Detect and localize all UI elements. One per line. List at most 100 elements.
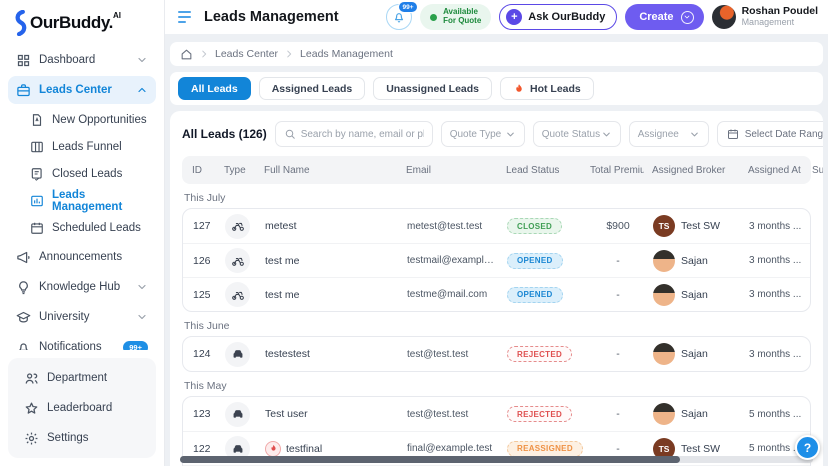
calendar-icon xyxy=(30,221,44,235)
sidebar-item-knowledge-hub[interactable]: Knowledge Hub xyxy=(8,273,156,301)
grid-icon xyxy=(16,53,31,68)
breadcrumb: Leads Center Leads Management xyxy=(170,42,823,66)
top-bar-actions: 99+ Available For Quote + Ask OurBuddy Cr… xyxy=(386,1,818,30)
column-assigned-at: Assigned At xyxy=(748,164,801,176)
horizontal-scrollbar[interactable] xyxy=(180,456,813,463)
menu-toggle-icon[interactable] xyxy=(175,8,194,27)
lead-name: metest xyxy=(265,220,297,232)
total-premium-value: - xyxy=(616,408,620,420)
table-row[interactable]: 126 test me testmail@example.t... OPENED… xyxy=(183,243,810,277)
bell-badge: 99+ xyxy=(398,1,419,13)
lead-email: metest@test.test xyxy=(407,220,483,232)
search-input[interactable] xyxy=(300,128,424,140)
submitted-at-value: M xyxy=(805,409,810,420)
brand-name: OurBuddy. xyxy=(30,13,113,32)
lead-id: 125 xyxy=(193,288,211,301)
lead-status-badge: REJECTED xyxy=(507,406,573,422)
table-row[interactable]: 124 testestest test@test.test REJECTED -… xyxy=(183,337,810,371)
user-menu[interactable]: Roshan Poudel Management xyxy=(711,5,818,29)
sidebar-item-university[interactable]: University xyxy=(8,303,156,331)
chevron-down-icon xyxy=(601,129,612,140)
table-row[interactable]: 127 metest metest@test.test CLOSED $900 … xyxy=(183,209,810,243)
assignee-select[interactable]: Assignee xyxy=(628,121,709,147)
page-title: Leads Management xyxy=(204,9,339,25)
sidebar-item-scheduled-leads[interactable]: Scheduled Leads xyxy=(24,214,156,241)
breadcrumb-leads-management: Leads Management xyxy=(300,48,393,60)
sidebar-item-leads-management[interactable]: Leads Management xyxy=(24,187,156,214)
broker-avatar xyxy=(653,249,675,272)
main-column: Leads Management 99+ Available For Quote … xyxy=(165,0,828,466)
sidebar-item-new-opportunities[interactable]: New Opportunities xyxy=(24,106,156,133)
lead-email: test@test.test xyxy=(407,348,469,360)
breadcrumb-leads-center[interactable]: Leads Center xyxy=(215,48,279,60)
broker-name: Sajan xyxy=(681,348,708,360)
quote-type-select[interactable]: Quote Type xyxy=(440,121,525,147)
sidebar-item-closed-leads[interactable]: Closed Leads xyxy=(24,160,156,187)
sidebar-item-leads-center[interactable]: Leads Center xyxy=(8,76,156,104)
hot-lead-icon xyxy=(265,440,281,457)
create-label: Create xyxy=(639,11,674,23)
help-button[interactable]: ? xyxy=(795,435,820,460)
table-row[interactable]: 123 Test user test@test.test REJECTED - … xyxy=(183,397,810,431)
help-label: ? xyxy=(803,440,812,455)
sidebar-item-settings[interactable]: Settings xyxy=(16,424,148,452)
sidebar-footer: Department Leaderboard Settings xyxy=(8,358,156,458)
broker-avatar xyxy=(653,403,675,425)
create-button[interactable]: Create xyxy=(625,4,704,30)
tab-unassigned-leads[interactable]: Unassigned Leads xyxy=(373,77,492,100)
submitted-at-value: - xyxy=(805,289,810,300)
sidebar-item-label: Dashboard xyxy=(39,54,96,66)
sidebar-item-announcements[interactable]: Announcements xyxy=(8,243,156,271)
sidebar-item-label: University xyxy=(39,311,90,323)
leads-tabs: All Leads Assigned Leads Unassigned Lead… xyxy=(170,72,823,105)
notifications-bell-button[interactable]: 99+ xyxy=(386,1,419,30)
sidebar-item-label: Knowledge Hub xyxy=(39,281,121,293)
lead-status-badge: OPENED xyxy=(507,252,563,269)
column-total-premium: Total Premium xyxy=(590,164,644,176)
lead-status-badge: OPENED xyxy=(507,286,563,303)
sidebar-item-notifications[interactable]: Notifications 99+ xyxy=(8,333,156,350)
table-title: All Leads (126) xyxy=(182,127,267,141)
lead-email: testme@mail.com xyxy=(407,289,488,300)
lead-id: 123 xyxy=(193,408,211,420)
chevron-right-icon xyxy=(284,49,294,59)
brand-mark-icon xyxy=(15,10,27,36)
ask-ourbuddy-button[interactable]: + Ask OurBuddy xyxy=(499,4,618,30)
broker-name: Sajan xyxy=(681,254,708,267)
tab-all-leads[interactable]: All Leads xyxy=(178,77,251,100)
leads-table-card: All Leads (126) Quote Type Quote Status … xyxy=(170,111,823,466)
lead-status-badge: REASSIGNED xyxy=(507,440,583,457)
group-label: This June xyxy=(184,320,230,332)
sidebar-item-leads-funnel[interactable]: Leads Funnel xyxy=(24,133,156,160)
availability-line1: Available xyxy=(443,7,478,17)
table-row[interactable]: 125 test me testme@mail.com OPENED - Saj… xyxy=(183,277,810,311)
date-range-button[interactable]: Select Date Range xyxy=(716,121,823,147)
quote-status-select[interactable]: Quote Status xyxy=(532,121,621,147)
group-label: This July xyxy=(184,192,226,204)
lead-name: Test user xyxy=(265,408,308,420)
bar-chart-icon xyxy=(30,194,44,208)
gear-icon xyxy=(24,431,39,446)
sidebar-item-label: Department xyxy=(47,372,108,384)
chevron-down-icon xyxy=(689,129,700,140)
sidebar-item-leaderboard[interactable]: Leaderboard xyxy=(16,394,148,422)
briefcase-icon xyxy=(16,83,31,98)
total-premium-value: - xyxy=(616,442,620,455)
lead-name: testfinal xyxy=(286,442,323,455)
availability-toggle[interactable]: Available For Quote xyxy=(420,4,492,30)
column-full-name: Full Name xyxy=(264,164,310,176)
lead-id: 122 xyxy=(193,442,211,455)
sidebar-item-department[interactable]: Department xyxy=(16,364,148,392)
column-id: ID xyxy=(192,164,202,176)
sidebar-item-dashboard[interactable]: Dashboard xyxy=(8,46,156,74)
star-icon xyxy=(24,401,39,416)
tab-hot-leads[interactable]: Hot Leads xyxy=(500,77,594,100)
users-icon xyxy=(24,371,39,386)
tab-assigned-leads[interactable]: Assigned Leads xyxy=(258,77,366,100)
chevron-down-icon xyxy=(136,54,148,66)
brand-logo[interactable]: OurBuddy. AI xyxy=(0,6,164,44)
lead-id: 127 xyxy=(193,220,211,232)
scrollbar-thumb[interactable] xyxy=(180,456,681,463)
home-icon[interactable] xyxy=(180,48,193,61)
lead-email: final@example.test xyxy=(407,443,493,454)
